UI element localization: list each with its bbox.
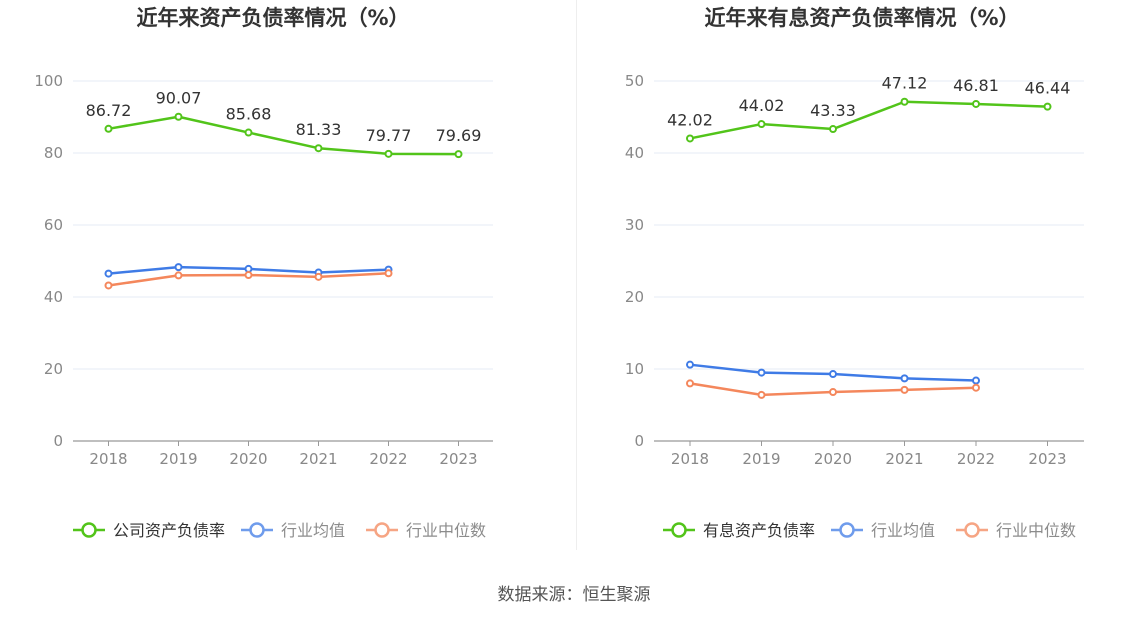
legend-label: 公司资产负债率 [113, 521, 225, 540]
data-point-avg [900, 374, 909, 383]
y-tick-label: 10 [625, 360, 644, 378]
legend-label: 行业均值 [871, 521, 935, 540]
y-tick-label: 30 [625, 216, 644, 234]
legend-label: 行业中位数 [406, 521, 486, 540]
x-tick-label: 2018 [89, 450, 127, 468]
data-label: 85.68 [226, 105, 272, 124]
legend-label: 有息资产负债率 [703, 521, 815, 540]
data-point-main [174, 112, 183, 121]
y-tick-label: 60 [44, 216, 63, 234]
data-point-main [314, 144, 323, 153]
data-label: 90.07 [156, 89, 202, 108]
data-label: 81.33 [296, 120, 342, 139]
y-tick-label: 40 [625, 144, 644, 162]
data-point-main [454, 150, 463, 159]
x-tick-label: 2023 [1028, 450, 1066, 468]
data-label: 43.33 [810, 101, 856, 120]
data-point-main [829, 125, 837, 134]
data-point-median [686, 379, 694, 388]
data-point-avg [174, 263, 183, 272]
data-point-avg [829, 370, 837, 379]
legend-item-main[interactable]: 有息资产负债率 [663, 521, 815, 540]
legend-item-median[interactable]: 行业中位数 [956, 521, 1076, 540]
data-label: 79.77 [366, 126, 412, 145]
legend-label: 行业均值 [281, 521, 345, 540]
x-tick-label: 2018 [671, 450, 709, 468]
right-chart: 近年来有息资产负债率情况（%） 0 10 20 30 40 50 2018 2019 2020 20… [625, 6, 1084, 540]
series-line-main [689, 100, 1048, 140]
data-point-median [244, 271, 253, 280]
left-chart: 近年来资产负债率情况（%） 0 20 40 60 80 100 2018 2019 2020 202… [34, 6, 493, 540]
x-tick-label: 2020 [229, 450, 267, 468]
legend-marker [249, 522, 265, 538]
y-tick-label: 20 [625, 288, 644, 306]
series-line-main [108, 115, 459, 156]
data-point-avg [104, 269, 113, 278]
chart-title: 近年来资产负债率情况（%） [136, 6, 409, 30]
data-point-main [686, 134, 694, 143]
x-tick-label: 2023 [439, 450, 477, 468]
legend-marker [839, 522, 855, 538]
data-source-note: 数据来源：恒生聚源 [497, 585, 651, 605]
data-point-main [972, 99, 980, 108]
data-point-median [757, 390, 766, 399]
legend-item-avg[interactable]: 行业均值 [241, 521, 345, 540]
data-point-avg [757, 368, 766, 377]
y-tick-label: 80 [44, 144, 63, 162]
data-point-main [900, 97, 909, 106]
data-point-avg [686, 360, 694, 369]
data-label: 42.02 [667, 110, 713, 129]
x-tick-label: 2019 [742, 450, 780, 468]
x-tick-label: 2021 [299, 450, 337, 468]
data-point-median [314, 272, 323, 281]
data-label: 46.81 [953, 76, 999, 95]
x-tick-label: 2021 [885, 450, 923, 468]
data-point-median [384, 269, 393, 278]
data-point-median [829, 388, 837, 397]
legend-marker [81, 522, 97, 538]
legend-item-avg[interactable]: 行业均值 [831, 521, 935, 540]
legend-marker [964, 522, 980, 538]
x-tick-label: 2022 [369, 450, 407, 468]
data-point-main [1043, 102, 1052, 111]
data-point-median [900, 385, 909, 394]
data-point-main [104, 124, 113, 133]
x-tick-label: 2022 [957, 450, 995, 468]
legend-marker [671, 522, 687, 538]
chart-divider [576, 0, 577, 550]
data-label: 86.72 [86, 101, 132, 120]
legend-item-median[interactable]: 行业中位数 [366, 521, 486, 540]
data-point-main [757, 120, 766, 129]
data-label: 46.44 [1025, 79, 1071, 98]
data-point-median [972, 383, 980, 392]
data-point-main [244, 128, 253, 137]
legend-marker [374, 522, 390, 538]
y-tick-label: 100 [34, 72, 63, 90]
data-label: 44.02 [739, 96, 785, 115]
y-tick-label: 20 [44, 360, 63, 378]
data-label: 79.69 [436, 126, 482, 145]
data-point-main [384, 149, 393, 158]
legend-item-main[interactable]: 公司资产负债率 [73, 521, 225, 540]
data-point-median [104, 281, 113, 290]
y-tick-label: 50 [625, 72, 644, 90]
x-tick-label: 2019 [159, 450, 197, 468]
y-tick-label: 40 [44, 288, 63, 306]
y-tick-label: 0 [53, 432, 63, 450]
legend-label: 行业中位数 [996, 521, 1076, 540]
data-label: 47.12 [882, 74, 928, 93]
x-tick-label: 2020 [814, 450, 852, 468]
data-point-avg [972, 376, 980, 385]
data-point-median [174, 271, 183, 280]
chart-title: 近年来有息资产负债率情况（%） [704, 6, 1019, 30]
y-tick-label: 0 [634, 432, 644, 450]
